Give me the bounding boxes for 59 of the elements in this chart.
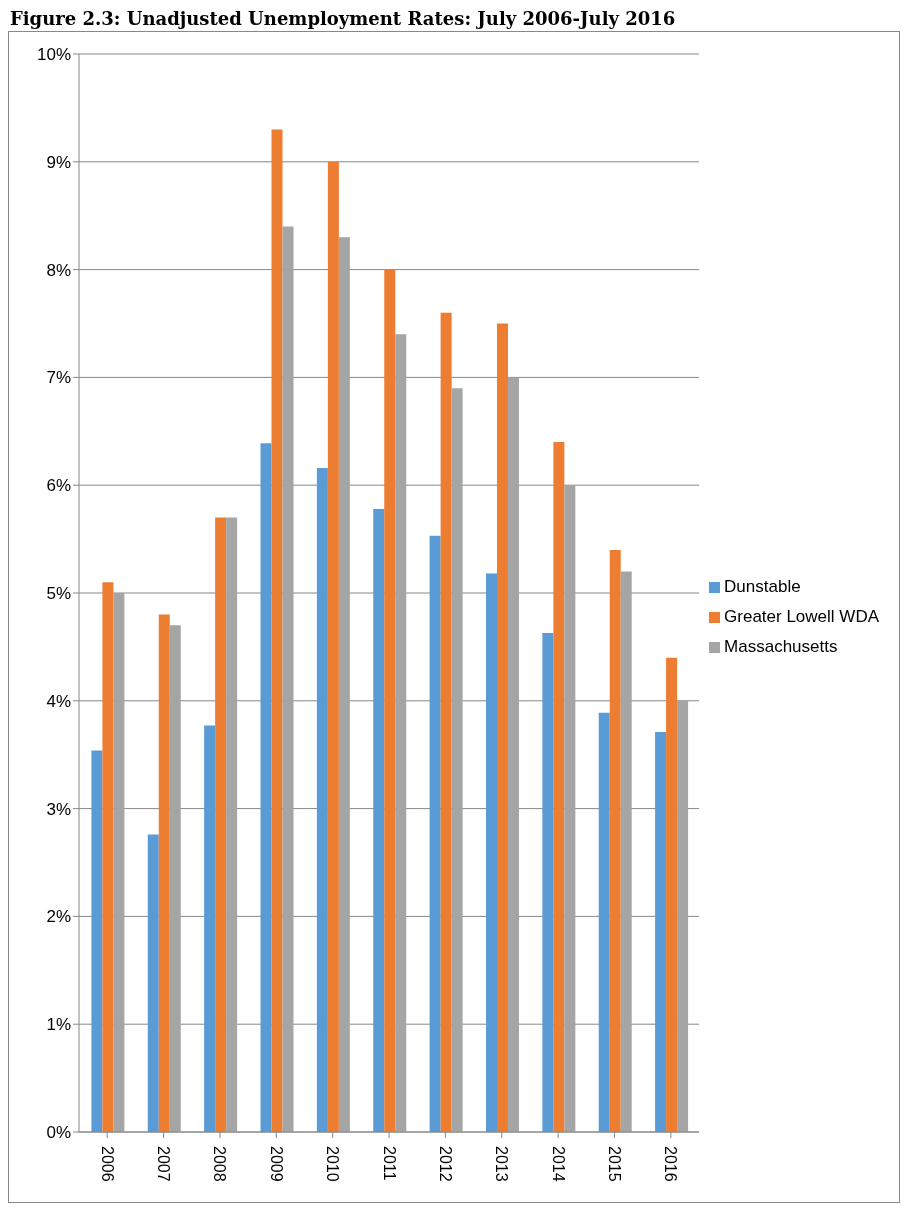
x-tick-label: 2008 [211, 1146, 229, 1182]
bar [91, 750, 103, 1132]
bar [260, 443, 272, 1132]
bar [620, 571, 632, 1132]
y-tick-label: 7% [46, 368, 71, 388]
bar [507, 377, 519, 1132]
y-tick-label: 4% [46, 691, 71, 711]
y-tick-label: 8% [46, 260, 71, 280]
bar [102, 582, 114, 1132]
bar [395, 334, 407, 1132]
legend-label: Greater Lowell WDA [724, 607, 879, 626]
bar [609, 549, 621, 1132]
bar [373, 508, 385, 1132]
bar [316, 467, 328, 1132]
bar [564, 485, 576, 1132]
bar [496, 323, 508, 1132]
x-tick-label: 2009 [267, 1146, 285, 1182]
chart-title: Figure 2.3: Unadjusted Unemployment Rates: July 2006-July 2016 [10, 8, 677, 29]
bar [169, 625, 181, 1132]
bar [113, 593, 125, 1132]
bar [384, 269, 396, 1132]
y-tick-label: 6% [46, 476, 71, 496]
x-tick-label: 2013 [493, 1146, 511, 1182]
bar [204, 725, 216, 1132]
legend-label: Dunstable [724, 577, 801, 596]
y-tick-label: 10% [36, 45, 71, 65]
bar [553, 442, 565, 1132]
bar [429, 535, 441, 1132]
x-tick-label: 2012 [436, 1146, 454, 1182]
bar [327, 161, 339, 1132]
bar [666, 657, 678, 1132]
y-tick-label: 9% [46, 152, 71, 172]
x-tick-label: 2007 [155, 1146, 173, 1182]
x-tick-label: 2006 [98, 1146, 116, 1182]
bar [655, 732, 667, 1132]
x-tick-label: 2011 [380, 1146, 398, 1181]
bar [485, 573, 497, 1132]
bar [451, 388, 463, 1132]
y-tick-label: 1% [46, 1015, 71, 1035]
legend-label: Massachusetts [724, 637, 838, 656]
y-tick-label: 2% [46, 907, 71, 927]
bar [215, 517, 227, 1132]
bar [542, 632, 554, 1132]
x-tick-label: 2014 [549, 1146, 567, 1182]
bar [677, 700, 689, 1132]
bar [271, 129, 283, 1132]
bar [226, 517, 238, 1132]
x-tick-label: 2016 [662, 1146, 680, 1182]
y-tick-label: 0% [46, 1123, 71, 1143]
bar [338, 237, 350, 1132]
bar [158, 614, 170, 1132]
x-tick-label: 2010 [324, 1146, 342, 1182]
x-tick-label: 2015 [606, 1146, 624, 1182]
y-tick-label: 3% [46, 799, 71, 819]
bar [598, 712, 610, 1132]
bar [147, 834, 159, 1132]
y-tick-label: 5% [46, 584, 71, 604]
bar [282, 226, 294, 1132]
bar [440, 312, 452, 1132]
